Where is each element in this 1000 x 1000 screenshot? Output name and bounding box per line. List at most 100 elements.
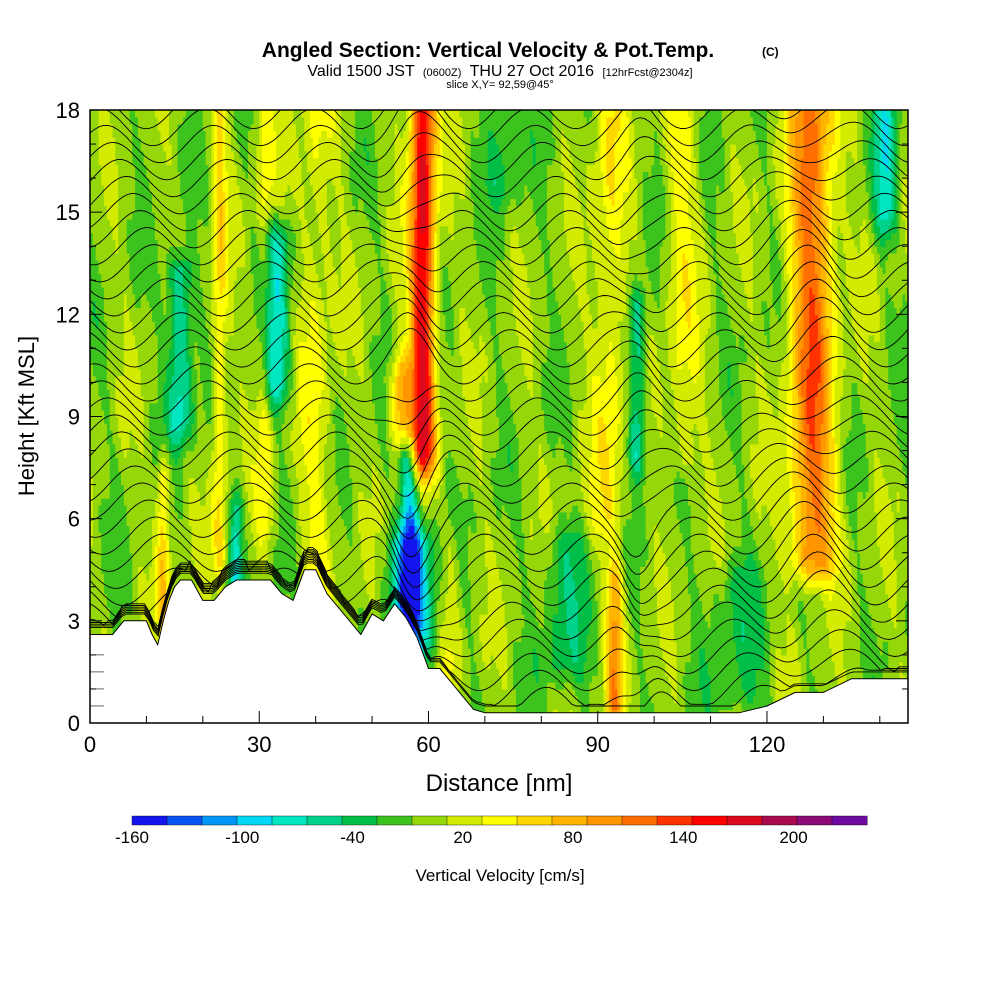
heatmap-cell xyxy=(183,225,187,234)
heatmap-cell xyxy=(115,470,119,479)
heatmap-cell xyxy=(219,110,224,118)
heatmap-cell xyxy=(132,559,136,567)
heatmap-cell xyxy=(121,355,125,363)
heatmap-cell xyxy=(194,450,198,458)
heatmap-cell xyxy=(92,559,97,567)
heatmap-cell xyxy=(112,246,116,254)
heatmap-cell xyxy=(123,443,128,452)
heatmap-cell xyxy=(135,511,139,520)
heatmap-cell xyxy=(95,477,100,486)
heatmap-cell xyxy=(191,239,195,247)
heatmap-cell xyxy=(137,416,142,424)
heatmap-cell xyxy=(160,130,164,138)
heatmap-cell xyxy=(98,218,102,227)
heatmap-cell xyxy=(132,498,136,506)
heatmap-cell xyxy=(143,484,148,493)
heatmap-cell xyxy=(188,164,193,172)
heatmap-cell xyxy=(160,579,164,588)
heatmap-cell xyxy=(112,307,116,315)
heatmap-cell xyxy=(202,130,207,138)
heatmap-cell xyxy=(171,157,176,166)
heatmap-cell xyxy=(123,525,128,533)
heatmap-cell xyxy=(157,375,162,384)
heatmap-cell xyxy=(152,205,156,213)
heatmap-cell xyxy=(163,246,167,254)
heatmap-cell xyxy=(183,525,187,533)
heatmap-cell xyxy=(216,287,221,295)
heatmap-cell xyxy=(216,239,221,247)
heatmap-cell xyxy=(146,239,150,247)
heatmap-cell xyxy=(143,518,148,527)
heatmap-cell xyxy=(90,157,94,166)
heatmap-cell xyxy=(183,246,187,254)
heatmap-cell xyxy=(157,246,162,254)
heatmap-cell xyxy=(211,341,215,349)
heatmap-cell xyxy=(208,375,212,384)
heatmap-cell xyxy=(177,218,181,227)
heatmap-cell xyxy=(160,246,164,254)
heatmap-cell xyxy=(104,443,108,452)
heatmap-cell xyxy=(168,110,173,118)
heatmap-cell xyxy=(214,184,218,193)
heatmap-cell xyxy=(157,470,162,479)
heatmap-cell xyxy=(214,566,218,574)
heatmap-cell xyxy=(140,525,145,533)
heatmap-cell xyxy=(219,362,224,370)
heatmap-cell xyxy=(185,409,190,418)
heatmap-cell xyxy=(152,307,156,315)
heatmap-cell xyxy=(197,355,201,363)
heatmap-cell xyxy=(216,382,221,390)
heatmap-cell xyxy=(222,396,226,404)
heatmap-cell xyxy=(174,450,179,458)
heatmap-cell xyxy=(202,287,207,295)
heatmap-cell xyxy=(95,470,100,479)
heatmap-cell xyxy=(137,566,142,574)
heatmap-cell xyxy=(231,314,235,322)
heatmap-cell xyxy=(168,464,173,472)
heatmap-cell xyxy=(143,178,148,186)
heatmap-cell xyxy=(208,525,212,533)
heatmap-cell xyxy=(228,327,232,336)
heatmap-cell xyxy=(123,470,128,479)
heatmap-cell xyxy=(163,144,167,152)
heatmap-cell xyxy=(160,443,164,452)
heatmap-cell xyxy=(219,334,224,343)
heatmap-cell xyxy=(231,505,235,513)
heatmap-cell xyxy=(191,314,195,322)
heatmap-cell xyxy=(163,321,167,329)
heatmap-cell xyxy=(90,287,94,295)
heatmap-cell xyxy=(180,545,184,554)
heatmap-cell xyxy=(143,368,148,377)
heatmap-cell xyxy=(115,477,119,486)
heatmap-cell xyxy=(112,287,116,295)
heatmap-cell xyxy=(222,218,226,227)
heatmap-cell xyxy=(140,212,145,220)
heatmap-cell xyxy=(123,259,128,268)
heatmap-cell xyxy=(219,171,224,179)
heatmap-cell xyxy=(214,484,218,493)
heatmap-cell xyxy=(183,484,187,493)
heatmap-cell xyxy=(222,123,226,132)
heatmap-cell xyxy=(123,430,128,438)
heatmap-cell xyxy=(149,607,153,615)
heatmap-cell xyxy=(152,348,156,356)
heatmap-cell xyxy=(180,423,184,431)
heatmap-cell xyxy=(92,600,97,608)
heatmap-cell xyxy=(197,253,201,261)
heatmap-cell xyxy=(154,368,159,377)
heatmap-cell xyxy=(109,375,114,384)
heatmap-cell xyxy=(185,545,190,554)
heatmap-cell xyxy=(225,498,229,506)
heatmap-cell xyxy=(211,321,215,329)
heatmap-cell xyxy=(132,586,136,595)
heatmap-cell xyxy=(194,232,198,241)
heatmap-cell xyxy=(202,137,207,145)
heatmap-cell xyxy=(166,300,170,309)
heatmap-cell xyxy=(149,409,153,418)
heatmap-cell xyxy=(200,450,204,458)
heatmap-cell xyxy=(191,280,195,288)
heatmap-cell xyxy=(104,396,108,404)
heatmap-cell xyxy=(222,511,226,520)
heatmap-cell xyxy=(168,559,173,567)
heatmap-cell xyxy=(214,157,218,166)
